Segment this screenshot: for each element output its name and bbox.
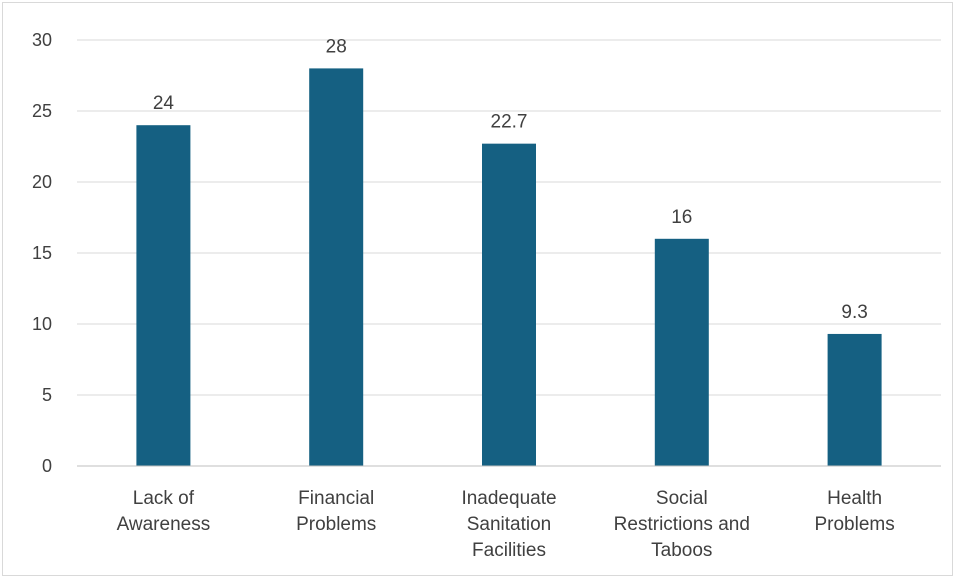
data-label: 9.3 [841,302,867,323]
category-label-line: Taboos [651,540,712,561]
data-label: 22.7 [491,112,528,133]
bar [136,125,191,466]
data-label: 24 [153,93,175,114]
y-tick-label: 0 [42,456,52,476]
category-label-line: Financial [298,488,374,509]
category-label-line: Social [656,488,708,509]
bar [654,238,709,466]
category-label-line: Inadequate [461,488,556,509]
bar [827,333,882,466]
category-label-line: Facilities [472,540,546,561]
y-tick-label: 10 [32,314,52,334]
category-label-line: Awareness [117,514,211,535]
bar [309,68,364,467]
category-label: Inadequate Sanitation Facilities [461,488,556,561]
y-axis-ticks: 0 5 10 15 20 25 30 [32,30,52,476]
category-label-line: Problems [296,514,376,535]
category-label: Financial Problems [296,488,376,535]
bar [482,143,536,466]
category-label-line: Restrictions and [614,514,750,535]
data-label: 28 [326,36,347,57]
y-tick-label: 30 [32,30,52,50]
gridlines [77,39,941,396]
category-label-line: Lack of [133,488,195,509]
category-label: Social Restrictions and Taboos [614,488,750,561]
category-label: Lack of Awareness [117,488,211,535]
y-tick-label: 15 [32,243,52,263]
category-label-line: Health [827,488,882,509]
y-tick-label: 5 [42,385,52,405]
category-labels: Lack of Awareness Financial Problems Inadequ… [117,488,895,561]
category-label: Health Problems [814,488,894,535]
bars [136,68,882,467]
category-label-line: Sanitation [467,514,552,535]
data-label: 16 [671,207,692,228]
data-labels: 24 28 22.7 16 9.3 [153,36,868,323]
y-tick-label: 25 [32,101,52,121]
category-label-line: Problems [814,514,894,535]
y-tick-label: 20 [32,172,52,192]
